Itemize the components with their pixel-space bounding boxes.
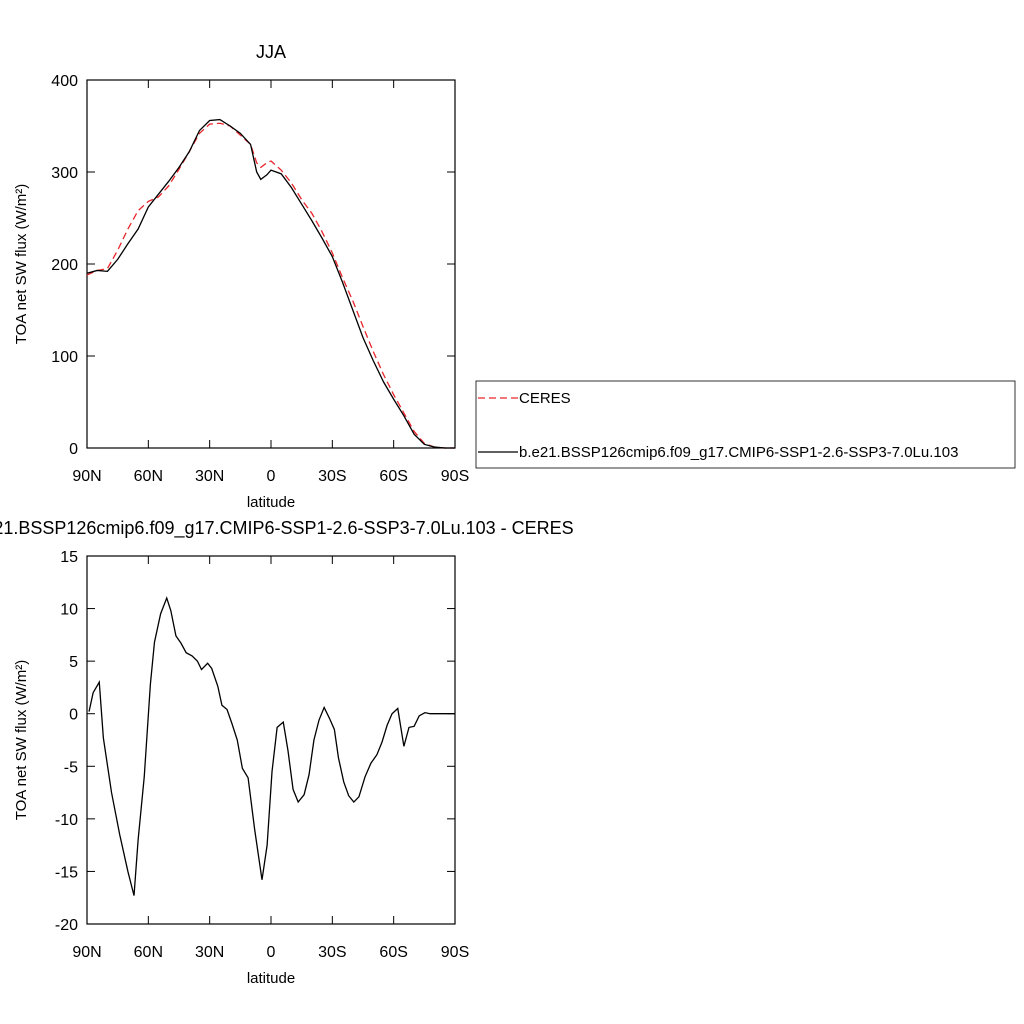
y-axis-label: TOA net SW flux (W/m²) (13, 184, 30, 345)
y-tick-label: -15 (55, 864, 78, 881)
y-tick-label: 15 (60, 549, 78, 566)
y-tick-label: 0 (69, 441, 78, 458)
x-tick-label: 30N (195, 468, 224, 485)
y-tick-label: 100 (51, 349, 78, 366)
y-tick-label: 10 (60, 602, 78, 619)
y-tick-label: 400 (51, 73, 78, 90)
x-tick-label: 0 (267, 944, 276, 961)
x-tick-label: 30S (318, 468, 346, 485)
x-tick-label: 30N (195, 944, 224, 961)
x-axis-label: latitude (247, 970, 295, 987)
chart-title: b.e21.BSSP126cmip6.f09_g17.CMIP6-SSP1-2.… (0, 518, 574, 539)
data-line (86, 122, 455, 449)
y-tick-label: -20 (55, 917, 78, 934)
data-line (86, 118, 455, 449)
x-tick-label: 0 (267, 468, 276, 485)
x-tick-label: 90N (72, 468, 101, 485)
x-tick-label: 60N (134, 468, 163, 485)
x-tick-label: 60S (379, 944, 407, 961)
y-tick-label: 200 (51, 257, 78, 274)
y-tick-label: 0 (69, 707, 78, 724)
x-tick-label: 90N (72, 944, 101, 961)
y-tick-label: -5 (64, 759, 78, 776)
x-tick-label: 30S (318, 944, 346, 961)
x-tick-label: 60N (134, 944, 163, 961)
y-tick-label: -10 (55, 812, 78, 829)
x-tick-label: 90S (441, 468, 469, 485)
data-line (88, 596, 455, 896)
plot-frame (86, 79, 456, 449)
legend-label: CERES (519, 390, 571, 407)
x-axis-label: latitude (247, 494, 295, 511)
plot-frame (86, 555, 456, 925)
legend-label: b.e21.BSSP126cmip6.f09_g17.CMIP6-SSP1-2.… (519, 444, 958, 461)
legend-box (475, 380, 1016, 469)
x-tick-label: 90S (441, 944, 469, 961)
y-tick-label: 5 (69, 654, 78, 671)
chart-title: JJA (256, 42, 286, 62)
x-tick-label: 60S (379, 468, 407, 485)
y-tick-label: 300 (51, 165, 78, 182)
y-axis-label: TOA net SW flux (W/m²) (13, 660, 30, 821)
